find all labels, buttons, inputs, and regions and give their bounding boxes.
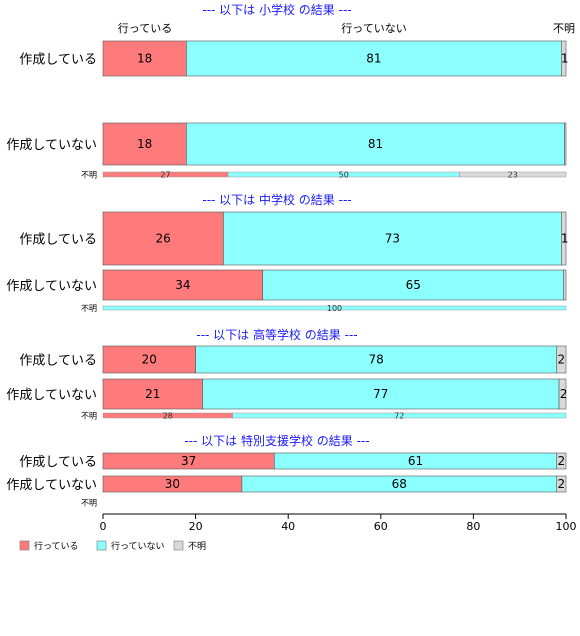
x-tick-label: 60 <box>374 520 388 533</box>
data-label: 77 <box>373 387 388 401</box>
data-label: 81 <box>366 52 381 66</box>
group-title: --- 以下は 高等学校 の結果 --- <box>196 327 357 342</box>
bar-segment <box>561 211 567 266</box>
group-title: --- 以下は 小学校 の結果 --- <box>202 2 351 17</box>
data-label: 37 <box>181 454 196 468</box>
bar-segment <box>202 378 560 410</box>
bar-segment <box>459 171 567 178</box>
row-label: 作成している <box>19 354 97 369</box>
x-tick-label: 80 <box>466 520 480 533</box>
bar-segment <box>561 40 567 77</box>
data-label: 72 <box>394 412 404 421</box>
data-label: 73 <box>385 232 400 246</box>
bar-segment <box>102 40 187 77</box>
bar-segment <box>102 378 203 410</box>
x-tick-label: 100 <box>556 520 577 533</box>
data-label: 21 <box>145 387 160 401</box>
bar-segment <box>102 211 224 266</box>
data-label: 34 <box>175 278 190 292</box>
data-label: 23 <box>508 171 518 180</box>
column-header-1: 行っている <box>118 22 172 35</box>
bar-segment <box>556 345 567 374</box>
column-header-3: 不明 <box>553 22 575 35</box>
data-label: 2 <box>558 454 566 468</box>
bar-segment <box>563 269 567 301</box>
x-axis: 0 20 40 60 80 100 <box>100 513 577 533</box>
x-tick-label: 40 <box>281 520 295 533</box>
bar-segment <box>232 412 567 419</box>
legend-label: 行っていない <box>111 540 165 552</box>
data-label: 68 <box>392 477 407 491</box>
bar-segment <box>102 345 196 374</box>
row-label: 作成している <box>19 233 97 248</box>
legend-swatch <box>96 540 107 551</box>
data-label: 30 <box>165 477 180 491</box>
data-label: 2 <box>558 477 566 491</box>
row-label: 作成していない <box>6 279 97 294</box>
data-label: 100 <box>327 304 342 313</box>
bar-segment <box>102 305 567 311</box>
group-title: --- 以下は 中学校 の結果 --- <box>202 192 351 207</box>
row-label: 不明 <box>81 499 97 508</box>
row-label: 作成していない <box>6 478 97 493</box>
row-label: 作成していない <box>6 388 97 403</box>
row-label: 作成している <box>19 53 97 68</box>
data-label: 28 <box>163 412 173 421</box>
data-label: 18 <box>137 52 152 66</box>
bar-segment <box>262 269 564 301</box>
plot-area: 行っている 行っていない 不明--- 以下は 小学校 の結果 ---作成している 18… <box>6 2 575 508</box>
bar-segment <box>186 40 562 77</box>
bar-segment <box>186 122 565 166</box>
row-label: 不明 <box>81 171 97 180</box>
data-label: 1 <box>561 52 569 66</box>
data-label: 26 <box>156 232 171 246</box>
legend-label: 不明 <box>188 541 206 552</box>
data-label: 27 <box>160 171 170 180</box>
bar-segment <box>556 475 567 493</box>
bar-segment <box>195 345 558 374</box>
legend-label: 行っている <box>34 540 79 552</box>
row-label: 不明 <box>81 412 97 421</box>
data-label: 61 <box>408 454 423 468</box>
data-label: 81 <box>368 137 383 151</box>
row-label: 作成していない <box>6 138 97 153</box>
x-tick-label: 20 <box>189 520 203 533</box>
data-label: 1 <box>561 232 569 246</box>
data-label: 2 <box>560 387 568 401</box>
data-label: 20 <box>142 353 157 367</box>
data-label: 50 <box>339 171 349 180</box>
data-label: 78 <box>369 353 384 367</box>
group-title: --- 以下は 特別支援学校 の結果 --- <box>184 433 369 448</box>
row-label: 作成している <box>19 455 97 470</box>
bar-segment <box>558 378 567 410</box>
data-label: 18 <box>137 137 152 151</box>
bar-segment <box>556 452 567 470</box>
data-label: 65 <box>406 278 421 292</box>
bar-segment <box>564 122 567 166</box>
legend: 行っている 行っていない 不明 <box>19 540 206 552</box>
row-label: 不明 <box>81 304 97 313</box>
legend-swatch <box>19 540 30 551</box>
bar-segment <box>223 211 562 266</box>
data-label: 2 <box>558 353 566 367</box>
column-header-2: 行っていない <box>341 22 406 35</box>
x-tick-label: 0 <box>100 520 107 533</box>
legend-swatch <box>173 540 184 551</box>
